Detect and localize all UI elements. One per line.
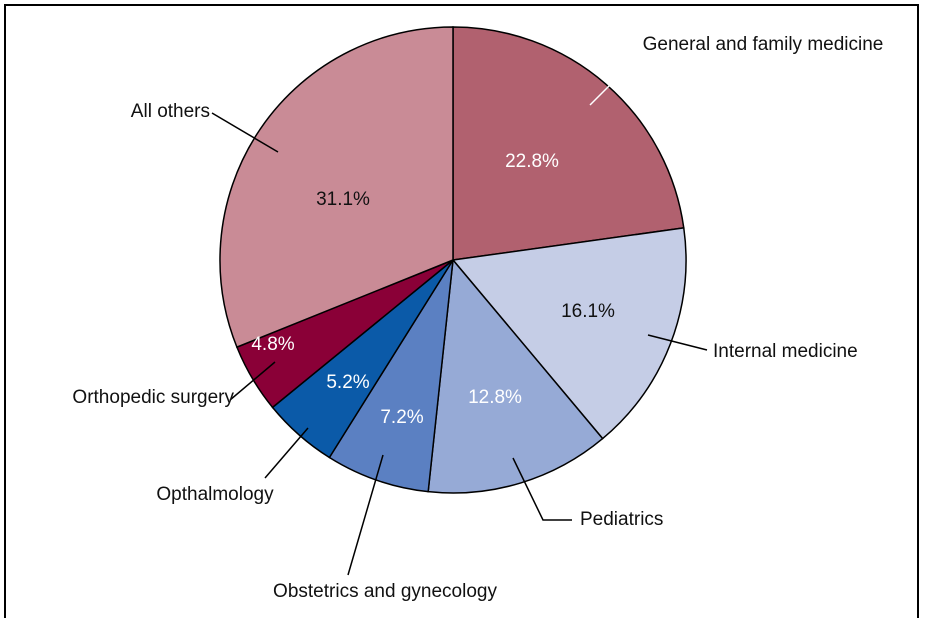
value-label: 16.1% — [561, 301, 615, 322]
value-label: 22.8% — [505, 151, 559, 172]
pie-slice — [452, 26, 685, 261]
leader-line — [647, 334, 708, 351]
leader-line — [512, 457, 572, 521]
category-label: All others — [131, 101, 210, 122]
pie-slice — [219, 26, 454, 349]
value-label: 7.2% — [380, 407, 423, 428]
pie-slice — [451, 227, 687, 440]
leader-line — [211, 112, 279, 153]
value-label: 5.2% — [326, 372, 369, 393]
category-label: Opthalmology — [156, 484, 274, 505]
value-label: 12.8% — [468, 387, 522, 408]
category-label: Pediatrics — [580, 509, 663, 530]
category-label: Obstetrics and gynecology — [273, 581, 497, 602]
leader-line — [589, 59, 636, 106]
leader-line — [229, 361, 276, 401]
category-label: Orthopedic surgery — [72, 387, 234, 408]
value-label: 4.8% — [251, 334, 294, 355]
category-label: General and family medicine — [643, 34, 884, 55]
leader-line — [347, 454, 384, 576]
pie-slice — [427, 258, 604, 494]
category-label: Internal medicine — [713, 341, 858, 362]
leader-line — [264, 427, 309, 479]
pie-slice — [328, 259, 454, 493]
value-label: 31.1% — [316, 189, 370, 210]
